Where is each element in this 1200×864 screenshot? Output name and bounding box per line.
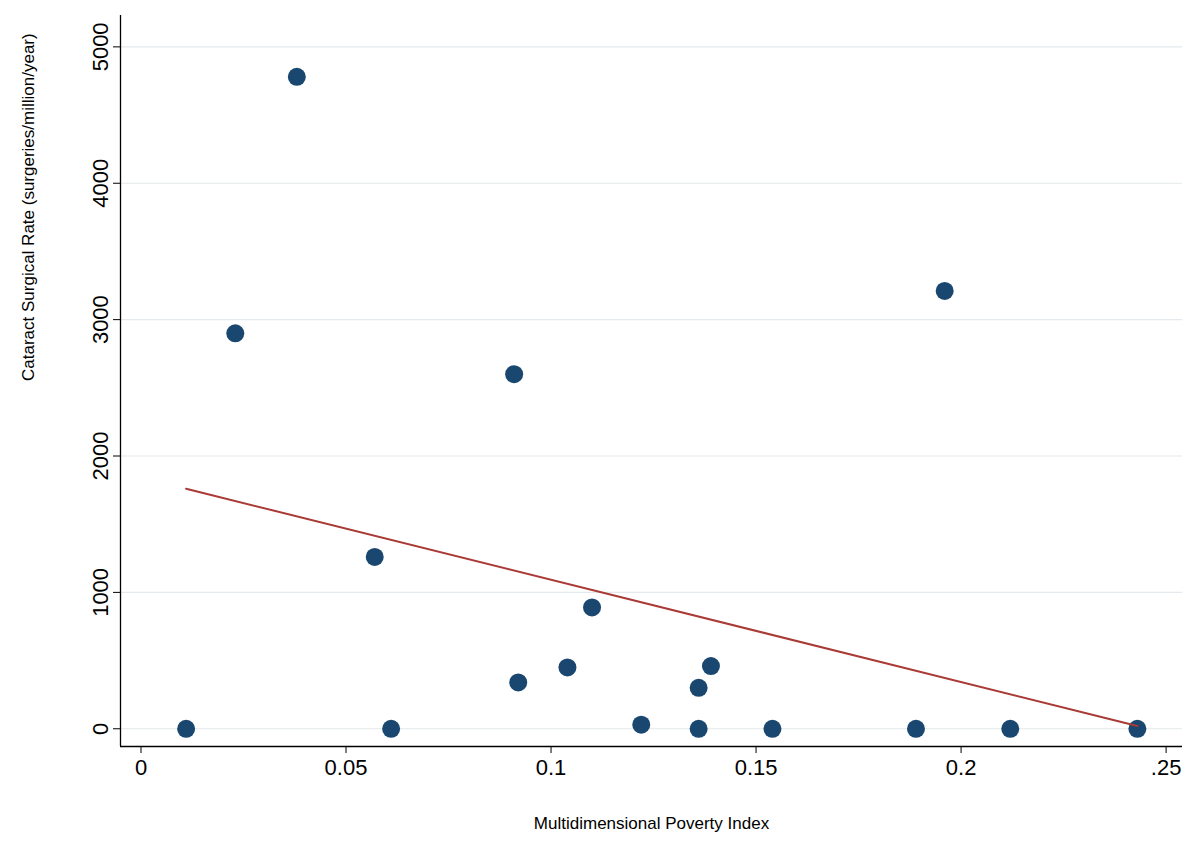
svg-text:2000: 2000 (88, 432, 113, 481)
svg-text:0: 0 (135, 755, 147, 780)
svg-text:5000: 5000 (88, 22, 113, 71)
svg-text:3000: 3000 (88, 295, 113, 344)
svg-text:0: 0 (88, 723, 113, 735)
svg-text:Multidimensional Poverty Index: Multidimensional Poverty Index (534, 814, 770, 833)
svg-text:0.15: 0.15 (735, 755, 778, 780)
svg-text:4000: 4000 (88, 159, 113, 208)
svg-text:0.05: 0.05 (325, 755, 368, 780)
svg-text:Cataract Surgical Rate (surger: Cataract Surgical Rate (surgeries/millio… (19, 33, 38, 381)
svg-text:.25: .25 (1151, 755, 1182, 780)
svg-text:0.2: 0.2 (946, 755, 977, 780)
svg-text:1000: 1000 (88, 568, 113, 617)
svg-text:0.1: 0.1 (536, 755, 567, 780)
